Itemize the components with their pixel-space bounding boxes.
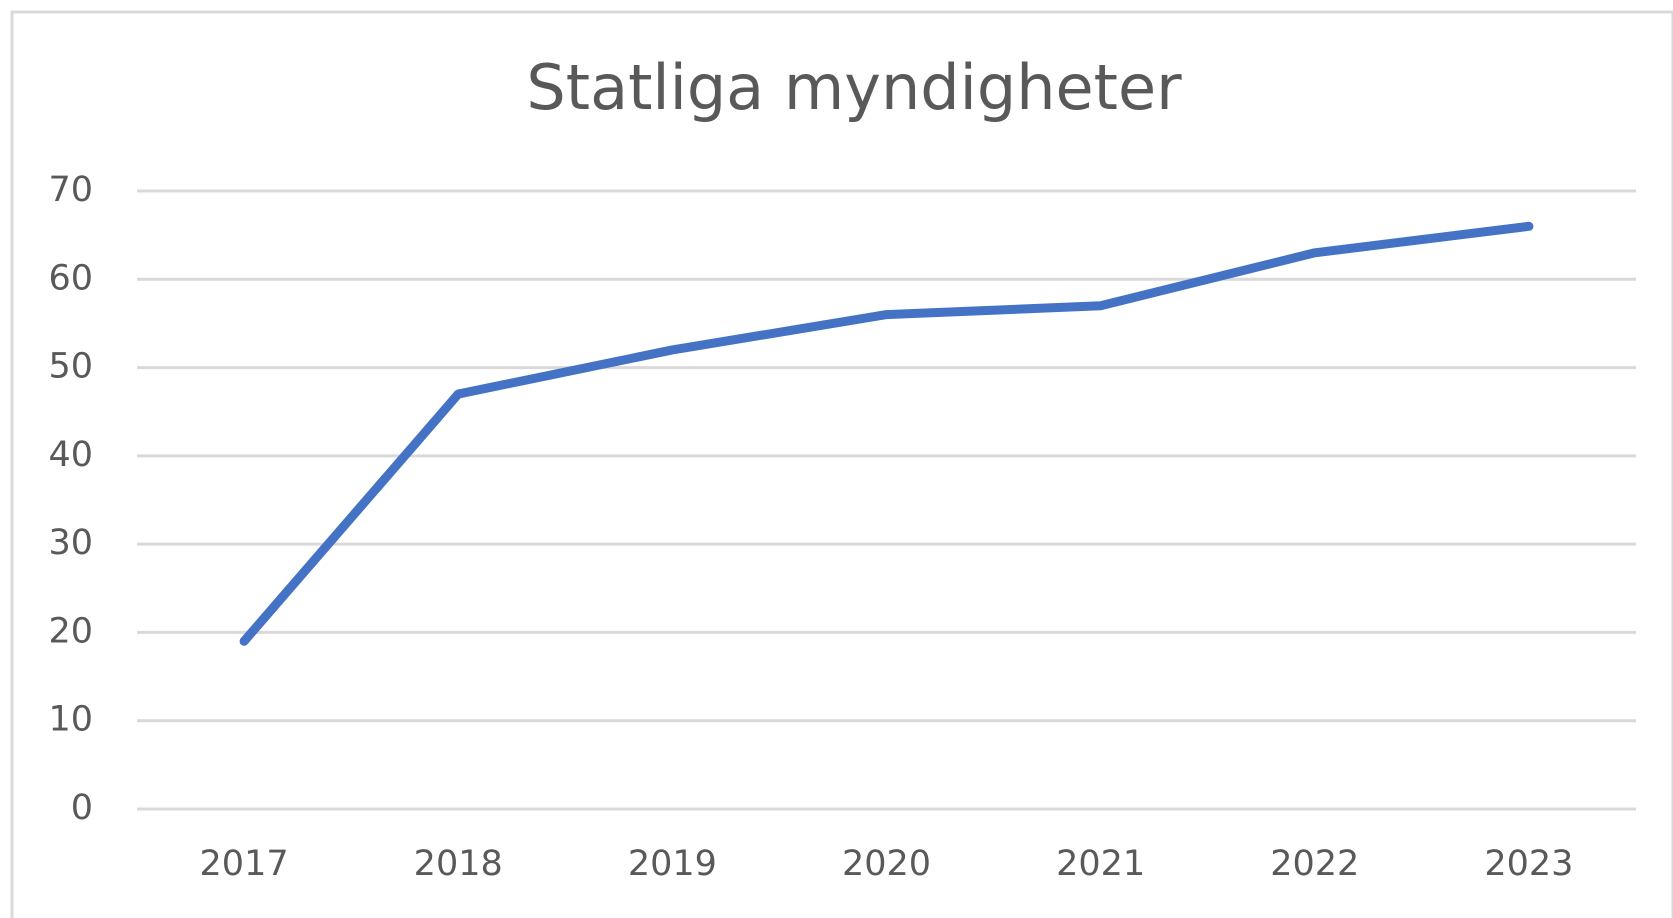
y-tick-label: 40	[48, 435, 93, 475]
y-tick-label: 30	[48, 523, 93, 563]
y-tick-label: 10	[48, 700, 93, 740]
y-tick-label: 20	[48, 611, 93, 651]
y-tick-label: 70	[48, 170, 93, 210]
y-tick-label: 50	[48, 347, 93, 387]
x-tick-label: 2020	[842, 844, 931, 884]
y-tick-label: 0	[71, 788, 93, 828]
chart-title: Statliga myndigheter	[526, 51, 1182, 124]
x-tick-label: 2017	[200, 844, 289, 884]
y-tick-label: 60	[48, 258, 93, 298]
x-tick-label: 2021	[1056, 844, 1145, 884]
x-tick-label: 2022	[1270, 844, 1359, 884]
chart-frame	[10, 10, 1673, 918]
x-tick-label: 2023	[1484, 844, 1573, 884]
x-tick-label: 2018	[414, 844, 503, 884]
line-series	[239, 221, 1534, 646]
x-tick-label: 2019	[628, 844, 717, 884]
